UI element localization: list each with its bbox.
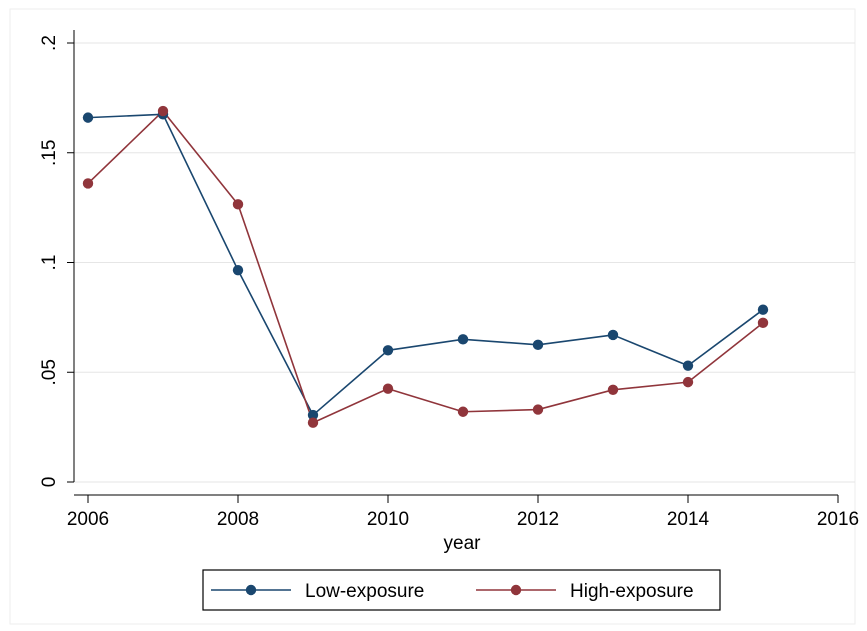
x-tick-label: 2012 <box>517 509 559 530</box>
series-line-0 <box>87 113 764 416</box>
plot-region-border <box>9 8 856 625</box>
y-tick-label: .1 <box>39 255 60 271</box>
data-point <box>607 329 619 341</box>
data-point <box>757 317 769 329</box>
legend-marker-0 <box>245 584 257 596</box>
x-tick-label: 2008 <box>217 509 259 530</box>
data-point <box>232 264 244 276</box>
x-axis-title: year <box>444 533 482 554</box>
data-point <box>382 383 394 394</box>
x-tick-label: 2016 <box>817 509 859 530</box>
data-point <box>607 384 619 396</box>
x-tick-label: 2010 <box>367 509 409 530</box>
x-tick-label: 2014 <box>667 509 710 530</box>
legend-label-1: High-exposure <box>570 581 694 602</box>
x-tick-label: 2006 <box>67 509 109 530</box>
legend: Low-exposure High-exposure <box>202 569 721 611</box>
data-point <box>382 345 394 356</box>
series-line-1 <box>87 110 764 424</box>
data-point <box>82 178 94 189</box>
data-point <box>307 409 319 421</box>
data-point <box>682 360 694 371</box>
data-point <box>532 339 544 351</box>
data-point <box>532 404 544 415</box>
gridlines <box>74 42 855 483</box>
data-point <box>682 376 694 388</box>
y-tick-label: .05 <box>39 359 60 385</box>
data-point <box>457 334 469 345</box>
y-tick-label: 0 <box>39 477 60 488</box>
axes: 0 .05 .1 .15 .2 2006 2008 2010 2012 2014 2016 <box>39 30 859 530</box>
data-point <box>757 304 769 315</box>
data-point <box>232 199 244 210</box>
data-point <box>157 105 169 117</box>
y-tick-label: .15 <box>39 140 60 166</box>
y-tick-label: .2 <box>39 35 60 51</box>
data-point <box>457 406 469 417</box>
legend-label-0: Low-exposure <box>305 581 424 602</box>
data-point <box>82 112 94 123</box>
series-layer <box>82 105 769 428</box>
legend-marker-1 <box>510 584 522 596</box>
data-point <box>307 417 319 428</box>
